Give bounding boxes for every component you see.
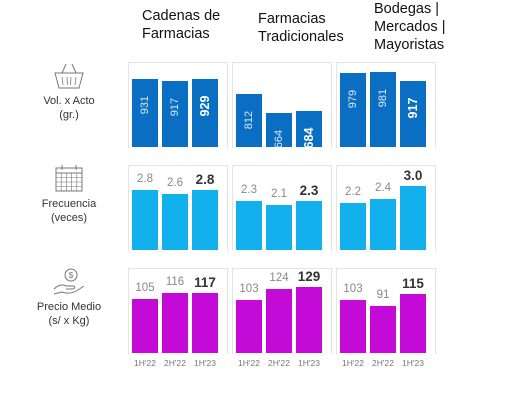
- x-tick-label: 1H'23: [402, 358, 424, 368]
- bar: [266, 113, 292, 147]
- data-label: 91: [376, 289, 390, 302]
- data-label: 2.1: [271, 188, 287, 201]
- bar: [192, 79, 218, 147]
- data-label: 2.8: [195, 172, 215, 188]
- data-label: 931: [139, 95, 151, 115]
- bar: [192, 292, 218, 353]
- bar: [296, 286, 322, 353]
- data-label: 105: [135, 282, 155, 295]
- row-label-line: Vol. x Acto: [43, 95, 95, 107]
- x-tick-label: 1H'22: [134, 358, 156, 368]
- data-label: 917: [406, 97, 420, 119]
- x-tick-label: 1H'22: [238, 358, 260, 368]
- row-label-line: (gr.): [59, 109, 79, 121]
- column-title-line: Cadenas de: [142, 8, 221, 24]
- row-label-line: Precio Medio: [36, 301, 102, 313]
- data-label: 116: [165, 276, 185, 289]
- panel-r3-c3: [336, 268, 436, 354]
- bar: [236, 200, 262, 250]
- bar: [370, 72, 396, 147]
- coins-hand-icon: $: [53, 268, 85, 295]
- bar: [162, 194, 188, 250]
- column-title-line: Farmacias: [142, 26, 210, 42]
- panel-r1-c1: [128, 62, 228, 148]
- bar: [400, 80, 426, 147]
- row-label-line: (s/ x Kg): [48, 315, 90, 327]
- column-title-1: Cadenas de Farmacias: [142, 7, 220, 43]
- x-tick-label: 1H'22: [342, 358, 364, 368]
- row-label-1: Vol. x Acto (gr.): [14, 94, 124, 122]
- panel-r1-c3: [336, 62, 436, 148]
- data-label: 2.8: [137, 173, 153, 186]
- panel-r2-c2: [232, 165, 332, 251]
- panel-r2-c3: [336, 165, 436, 251]
- row-label-line: (veces): [50, 212, 88, 224]
- svg-text:$: $: [69, 271, 74, 280]
- data-label: 117: [194, 274, 216, 290]
- column-title-line: Bodegas |: [374, 1, 440, 17]
- data-label: 103: [343, 283, 363, 296]
- bar: [132, 78, 158, 147]
- data-label: 684: [302, 127, 316, 148]
- data-label: 812: [243, 110, 255, 130]
- bar: [236, 94, 262, 147]
- x-tick-label: 2H'22: [164, 358, 186, 368]
- x-tick-label: 2H'22: [372, 358, 394, 368]
- data-label: 129: [297, 268, 321, 284]
- bar: [340, 300, 366, 353]
- data-label: 979: [347, 89, 359, 108]
- data-label: 2.3: [241, 183, 257, 196]
- bar: [370, 306, 396, 353]
- data-label: 981: [377, 89, 389, 108]
- bar: [266, 205, 292, 250]
- column-title-line: Mayoristas: [374, 37, 445, 53]
- panel-r2-c1: [128, 165, 228, 251]
- column-title-line: Mercados |: [374, 19, 446, 35]
- data-label: 929: [198, 95, 212, 117]
- x-tick-label: 1H'23: [298, 358, 320, 368]
- calendar-icon: [55, 165, 83, 192]
- x-tick-label: 1H'23: [194, 358, 216, 368]
- bar: [236, 300, 262, 353]
- bar: [340, 202, 366, 250]
- column-title-3: Bodegas | Mercados | Mayoristas: [374, 0, 445, 54]
- data-label: 3.0: [403, 167, 423, 183]
- bar: [132, 299, 158, 353]
- column-title-line: Farmacias: [258, 11, 326, 27]
- data-label: 2.6: [167, 177, 183, 190]
- panel-r3-c1: [128, 268, 228, 354]
- row-label-line: Frecuencia: [41, 198, 97, 210]
- bar: [162, 80, 188, 147]
- data-label: 115: [402, 275, 424, 291]
- bar: [162, 293, 188, 353]
- bar: [400, 185, 426, 250]
- bar: [370, 198, 396, 250]
- bar: [266, 289, 292, 353]
- data-label: 917: [169, 97, 181, 116]
- bar: [192, 190, 218, 250]
- panel-r3-c2: [232, 268, 332, 354]
- bar: [296, 110, 322, 147]
- basket-icon: [54, 63, 84, 89]
- bar: [296, 200, 322, 250]
- x-tick-label: 2H'22: [268, 358, 290, 368]
- bar: [400, 293, 426, 353]
- data-label: 124: [269, 272, 289, 285]
- data-label: 2.4: [375, 181, 391, 194]
- row-label-2: Frecuencia (veces): [14, 197, 124, 225]
- data-label: 2.3: [299, 182, 319, 198]
- column-title-2: Farmacias Tradicionales: [258, 10, 344, 46]
- data-label: 664: [273, 129, 285, 149]
- data-label: 2.2: [345, 185, 361, 198]
- bar: [340, 72, 366, 147]
- bar: [132, 190, 158, 250]
- data-label: 103: [239, 283, 259, 296]
- row-label-3: Precio Medio (s/ x Kg): [14, 300, 124, 328]
- panel-r1-c2: [232, 62, 332, 148]
- column-title-line: Tradicionales: [258, 29, 344, 45]
